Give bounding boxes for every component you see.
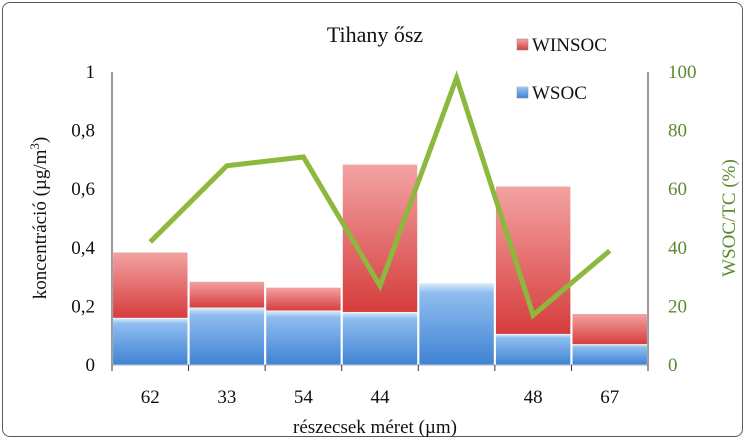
- y2-tick-label: 80: [668, 121, 687, 142]
- x-tick-label: 54: [294, 387, 314, 408]
- bars: [112, 163, 648, 366]
- x-tick-label: 67: [600, 387, 619, 408]
- x-tick-label: 48: [524, 387, 543, 408]
- y-tick-label: 0,4: [71, 238, 95, 259]
- y-axis-label: koncentráció (µg/m3): [27, 137, 51, 300]
- x-axis-label: részecsek méret (µm): [293, 417, 457, 438]
- legend-label-winsoc: WINSOC: [532, 35, 607, 56]
- y2-tick-label: 40: [668, 238, 687, 259]
- x-tick-label: 62: [141, 387, 160, 408]
- bar-winsoc: [112, 251, 189, 319]
- bar-wsoc: [342, 311, 418, 366]
- y-tick-label: 0,2: [71, 296, 95, 317]
- y2-tick-label: 0: [668, 355, 678, 376]
- bar-wsoc: [265, 310, 342, 366]
- legend-swatch-winsoc: [516, 38, 529, 51]
- legend: WINSOC WSOC: [516, 35, 607, 104]
- bar-wsoc: [418, 282, 495, 366]
- y-tick-label: 0: [86, 355, 96, 376]
- bar-wsoc: [495, 333, 571, 366]
- bar-wsoc: [571, 344, 648, 366]
- bar-wsoc: [112, 317, 189, 366]
- x-tick-label: 33: [217, 387, 236, 408]
- y-axis-label-exp: 3: [27, 143, 42, 150]
- y-tick-label: 1: [86, 62, 96, 83]
- y2-axis-label: WSOC/TC (%): [719, 159, 740, 277]
- y-axis-label-close: ): [30, 137, 51, 143]
- y2-tick-label: 100: [668, 62, 697, 83]
- chart-title: Tihany ősz: [327, 22, 424, 47]
- x-tick-label: 44: [371, 387, 391, 408]
- legend-swatch-wsoc: [516, 86, 529, 99]
- y-axis-label-main: koncentráció (µg/m: [30, 149, 51, 299]
- y2-tick-label: 20: [668, 296, 687, 317]
- y-tick-label: 0,6: [71, 179, 95, 200]
- tick-labels: 0 0,2 0,4 0,6 0,8 1 0 20 40 60 80 100 62 33 54 44 48 67: [71, 62, 696, 408]
- bar-winsoc: [189, 281, 265, 309]
- y-tick-label: 0,8: [71, 121, 95, 142]
- y2-tick-label: 60: [668, 179, 687, 200]
- bar-wsoc: [189, 307, 265, 366]
- legend-label-wsoc: WSOC: [532, 83, 587, 104]
- ratio-line: [148, 70, 612, 320]
- bar-winsoc: [265, 287, 342, 312]
- bar-winsoc: [571, 313, 648, 345]
- wsoc-tc-line: [148, 70, 612, 320]
